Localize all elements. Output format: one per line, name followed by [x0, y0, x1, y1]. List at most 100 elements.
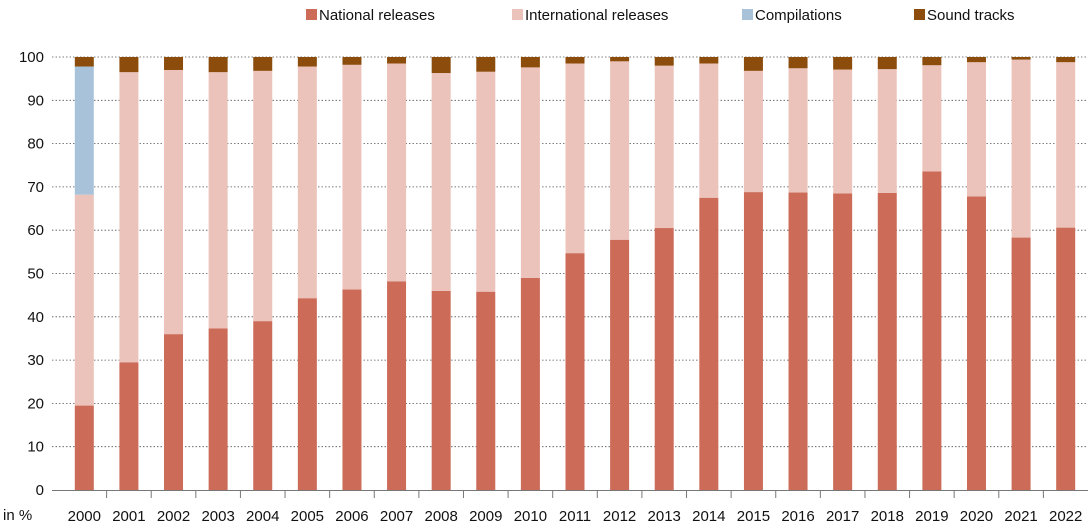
bar-segment-sound-tracks — [119, 57, 139, 73]
bar-segment-international-releases — [297, 66, 317, 299]
y-tick-label: 80 — [27, 136, 44, 153]
x-tick-label: 2016 — [781, 508, 814, 525]
bar-stack-2007 — [387, 57, 407, 490]
y-tick-label: 50 — [27, 266, 44, 283]
bar-segment-sound-tracks — [253, 57, 273, 71]
bar-stack-2002 — [164, 57, 184, 490]
y-tick-label: 60 — [27, 222, 44, 239]
bar-segment-international-releases — [610, 61, 630, 240]
bar-segment-national-releases — [476, 291, 496, 490]
bar-segment-international-releases — [164, 69, 184, 335]
x-tick-label: 2005 — [291, 508, 324, 525]
bar-segment-national-releases — [565, 253, 585, 490]
legend-label: National releases — [319, 7, 435, 24]
bar-segment-national-releases — [877, 192, 897, 490]
x-tick-label: 2006 — [335, 508, 368, 525]
bar-segment-international-releases — [119, 72, 139, 363]
bar-segment-national-releases — [922, 171, 942, 490]
x-tick-label: 2012 — [603, 508, 636, 525]
x-tick-label: 2008 — [424, 508, 457, 525]
bar-segment-national-releases — [431, 290, 451, 490]
x-tick-label: 2002 — [157, 508, 190, 525]
bar-stack-2018 — [877, 57, 897, 490]
bar-segment-sound-tracks — [654, 57, 674, 66]
bar-segment-national-releases — [833, 193, 853, 490]
x-tick-label: 2010 — [514, 508, 547, 525]
bar-stack-2017 — [833, 57, 853, 490]
x-tick-label: 2021 — [1004, 508, 1037, 525]
bar-segment-international-releases — [342, 64, 362, 290]
bar-segment-national-releases — [208, 328, 228, 490]
bar-segment-sound-tracks — [610, 57, 630, 62]
bar-segment-international-releases — [520, 67, 540, 278]
x-tick-label: 2001 — [112, 508, 145, 525]
bar-segment-national-releases — [74, 405, 94, 490]
bar-stack-2016 — [788, 57, 808, 491]
bar-segment-national-releases — [1011, 237, 1031, 490]
bar-stack-2009 — [476, 57, 496, 490]
bar-segment-international-releases — [1011, 59, 1031, 238]
bar-segment-sound-tracks — [476, 57, 496, 72]
y-tick-label: 0 — [36, 482, 44, 499]
bar-segment-sound-tracks — [74, 57, 94, 67]
bar-segment-national-releases — [119, 362, 139, 490]
bar-stack-2020 — [966, 57, 986, 490]
bar-segment-sound-tracks — [520, 57, 540, 68]
x-tick-label: 2000 — [68, 508, 101, 525]
legend: National releases International releases C… — [306, 7, 1015, 24]
bar-segment-international-releases — [74, 194, 94, 406]
bar-segment-sound-tracks — [208, 57, 228, 73]
bar-stack-2006 — [342, 57, 362, 490]
bar-segment-compilations — [74, 66, 94, 195]
y-tick-label: 100 — [19, 49, 44, 66]
x-tick-label: 2018 — [871, 508, 904, 525]
legend-label: Sound tracks — [927, 7, 1015, 24]
bar-stack-2011 — [565, 57, 585, 490]
bar-segment-national-releases — [297, 298, 317, 490]
bar-stack-2010 — [520, 57, 540, 490]
bar-segment-international-releases — [1056, 62, 1076, 228]
bar-stack-2019 — [922, 57, 942, 490]
x-tick-label: 2004 — [246, 508, 279, 525]
x-tick-label: 2007 — [380, 508, 413, 525]
bar-segment-international-releases — [788, 68, 808, 193]
x-tick-label: 2011 — [559, 508, 591, 525]
bar-segment-sound-tracks — [788, 57, 808, 69]
bar-segment-national-releases — [743, 192, 763, 490]
legend-item-compilations: Compilations — [742, 7, 842, 24]
x-tick-label: 2019 — [915, 508, 948, 525]
legend-label: International releases — [525, 7, 668, 24]
bar-segment-sound-tracks — [743, 57, 763, 71]
bar-segment-sound-tracks — [1056, 57, 1076, 63]
bar-segment-national-releases — [654, 228, 674, 490]
bar-segment-national-releases — [966, 196, 986, 490]
bar-segment-sound-tracks — [1011, 57, 1031, 60]
bar-segment-sound-tracks — [877, 57, 897, 70]
y-tick-label: 90 — [27, 92, 44, 109]
bar-segment-international-releases — [387, 63, 407, 282]
bar-segment-national-releases — [164, 334, 184, 490]
bar-segment-international-releases — [833, 69, 853, 194]
x-tick-label: 2009 — [469, 508, 502, 525]
bar-stack-2004 — [253, 57, 273, 490]
x-tick-label: 2003 — [201, 508, 234, 525]
bar-stack-2015 — [743, 57, 763, 490]
x-tick-label: 2014 — [692, 508, 725, 525]
y-tick-labels: 0 10 20 30 40 50 60 70 80 90 100 — [19, 49, 44, 499]
y-tick-label: 70 — [27, 179, 44, 196]
bar-segment-national-releases — [1056, 227, 1076, 491]
bar-segment-international-releases — [431, 73, 451, 291]
bar-stack-2005 — [297, 57, 317, 490]
legend-swatch — [742, 9, 753, 20]
legend-label: Compilations — [755, 7, 842, 24]
bar-segment-sound-tracks — [966, 57, 986, 63]
bar-segment-international-releases — [476, 71, 496, 292]
bar-stack-2000 — [74, 57, 94, 490]
bar-segment-international-releases — [877, 69, 897, 193]
bar-segment-national-releases — [699, 197, 719, 490]
legend-swatch — [306, 9, 317, 20]
bar-segment-international-releases — [654, 65, 674, 229]
bar-stack-2012 — [610, 57, 630, 490]
bar-segment-international-releases — [922, 65, 942, 172]
